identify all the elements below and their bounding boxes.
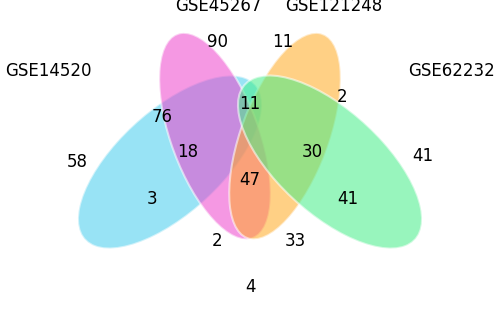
Ellipse shape [229, 33, 341, 239]
Text: GSE121248: GSE121248 [285, 0, 382, 16]
Ellipse shape [159, 33, 271, 239]
Text: 90: 90 [207, 33, 228, 51]
Ellipse shape [78, 75, 262, 249]
Ellipse shape [238, 75, 422, 249]
Text: 47: 47 [240, 171, 260, 189]
Text: 11: 11 [240, 95, 260, 113]
Text: 11: 11 [272, 33, 293, 51]
Text: 4: 4 [245, 278, 256, 296]
Text: 2: 2 [337, 88, 348, 106]
Text: 2: 2 [212, 232, 223, 250]
Text: 76: 76 [152, 108, 173, 126]
Text: GSE45267: GSE45267 [175, 0, 262, 16]
Text: 30: 30 [302, 143, 323, 161]
Text: GSE14520: GSE14520 [5, 62, 92, 80]
Text: 18: 18 [177, 143, 198, 161]
Text: 58: 58 [67, 153, 88, 171]
Text: 41: 41 [337, 190, 358, 208]
Text: 33: 33 [284, 232, 306, 250]
Text: 41: 41 [412, 146, 433, 165]
Text: 3: 3 [147, 190, 158, 208]
Text: GSE62232: GSE62232 [408, 62, 495, 80]
